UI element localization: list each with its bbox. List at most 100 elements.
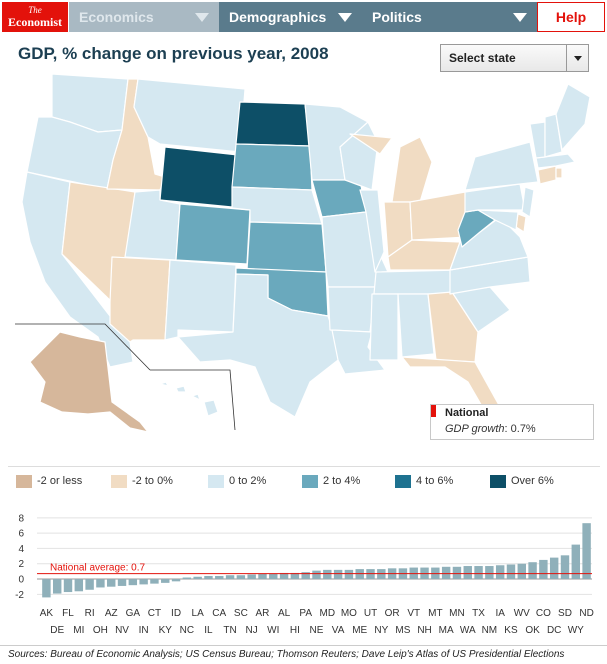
national-average-label: National average: 0.7	[50, 563, 146, 574]
state-ks[interactable]	[246, 221, 327, 273]
bar-ma[interactable]	[441, 566, 451, 580]
state-ri[interactable]	[555, 167, 563, 179]
state-ct[interactable]	[537, 165, 557, 185]
bar-ia[interactable]	[495, 565, 505, 580]
state-nj[interactable]	[521, 186, 535, 218]
bar-md[interactable]	[323, 569, 332, 580]
state-ar[interactable]	[327, 286, 376, 333]
state-hi[interactable]	[159, 381, 219, 417]
bar-ca[interactable]	[215, 575, 224, 580]
state-nh[interactable]	[544, 113, 563, 158]
y-tick-label: 2	[18, 559, 24, 570]
state-ms[interactable]	[369, 293, 399, 361]
gdp-bar-chart: 8 6 4 2 0 -2 AK FL RI AZ GA CT ID LA CA SC AR AL PA MD MO UT…	[15, 513, 594, 636]
legend-swatch	[111, 475, 127, 488]
bar-nj[interactable]	[247, 574, 256, 580]
tab-politics[interactable]: Politics	[362, 2, 537, 32]
bar-oh[interactable]	[96, 579, 105, 588]
y-tick-label: -2	[15, 590, 24, 601]
x-label-dc: DC	[547, 625, 561, 636]
us-state-map	[15, 73, 591, 433]
bar-ak[interactable]	[42, 579, 51, 598]
x-label-wv: WV	[514, 608, 530, 619]
x-label-ca: CA	[212, 608, 226, 619]
state-select[interactable]: Select state	[440, 44, 589, 72]
bar-ar[interactable]	[258, 573, 267, 580]
bar-il[interactable]	[204, 575, 213, 580]
legend-item-neg2-or-less: -2 or less	[16, 475, 82, 489]
bar-ga[interactable]	[128, 579, 138, 586]
bar-ct[interactable]	[150, 579, 159, 584]
state-tn[interactable]	[373, 269, 461, 295]
x-label-id: ID	[171, 608, 181, 619]
bar-id[interactable]	[171, 579, 181, 582]
bar-la[interactable]	[193, 576, 202, 580]
tab-economics[interactable]: Economics	[69, 2, 219, 32]
bar-ri[interactable]	[85, 579, 94, 590]
bar-ok[interactable]	[528, 562, 537, 580]
bar-az[interactable]	[107, 579, 116, 587]
bar-wy[interactable]	[571, 544, 581, 580]
bar-tx[interactable]	[474, 566, 483, 580]
state-mi[interactable]	[349, 133, 433, 203]
state-il[interactable]	[359, 189, 385, 273]
state-az[interactable]	[109, 256, 171, 343]
state-co[interactable]	[175, 203, 251, 265]
bar-wa[interactable]	[463, 566, 472, 580]
bar-nd[interactable]	[582, 523, 591, 580]
bar-fl[interactable]	[63, 579, 73, 593]
bar-wi[interactable]	[269, 573, 278, 580]
bar-ne[interactable]	[312, 570, 321, 580]
bar-tn[interactable]	[225, 575, 235, 580]
bar-ky[interactable]	[161, 579, 170, 583]
bar-nm[interactable]	[485, 566, 494, 580]
state-ny[interactable]	[464, 141, 539, 191]
bar-mi[interactable]	[74, 579, 84, 592]
state-wy[interactable]	[159, 146, 239, 208]
state-ma[interactable]	[535, 153, 576, 169]
x-label-ia: IA	[495, 608, 505, 619]
bar-mn[interactable]	[452, 566, 462, 580]
bar-hi[interactable]	[290, 572, 300, 580]
state-md[interactable]	[477, 209, 519, 231]
bar-de[interactable]	[52, 579, 62, 594]
state-al[interactable]	[397, 293, 435, 358]
bar-sd[interactable]	[560, 555, 570, 580]
state-mt[interactable]	[133, 78, 246, 153]
state-fl[interactable]	[401, 356, 501, 421]
bar-co[interactable]	[539, 559, 548, 580]
state-nd[interactable]	[235, 101, 311, 147]
state-ia[interactable]	[311, 179, 367, 218]
x-label-mi: MI	[73, 625, 84, 636]
state-ga[interactable]	[427, 291, 479, 363]
bar-va[interactable]	[333, 569, 343, 580]
x-label-ny: NY	[374, 625, 388, 636]
x-label-ak: AK	[40, 608, 54, 619]
help-button[interactable]: Help	[537, 2, 605, 32]
bar-pa[interactable]	[301, 572, 310, 580]
bar-nv[interactable]	[117, 579, 127, 586]
state-nm[interactable]	[164, 259, 237, 341]
state-ak[interactable]	[29, 331, 149, 433]
tab-politics-label: Politics	[372, 9, 422, 25]
bar-ks[interactable]	[506, 564, 516, 580]
x-label-tn: TN	[223, 625, 236, 636]
x-label-nm: NM	[482, 625, 498, 636]
economist-logo[interactable]: The Economist	[2, 2, 68, 32]
state-tx[interactable]	[177, 273, 343, 418]
x-label-ne: NE	[310, 625, 324, 636]
bar-al[interactable]	[279, 572, 289, 580]
x-label-nv: NV	[115, 625, 129, 636]
bar-in[interactable]	[139, 579, 148, 585]
tab-demographics[interactable]: Demographics	[219, 2, 362, 32]
x-label-mo: MO	[341, 608, 357, 619]
bar-nc[interactable]	[182, 577, 192, 580]
x-label-wy: WY	[568, 625, 584, 636]
bar-mo[interactable]	[344, 569, 354, 580]
bar-wv[interactable]	[517, 563, 526, 580]
state-sd[interactable]	[231, 143, 313, 191]
state-me[interactable]	[555, 83, 591, 151]
x-label-sd: SD	[558, 608, 572, 619]
bar-dc[interactable]	[549, 557, 559, 580]
bar-sc[interactable]	[236, 575, 246, 580]
